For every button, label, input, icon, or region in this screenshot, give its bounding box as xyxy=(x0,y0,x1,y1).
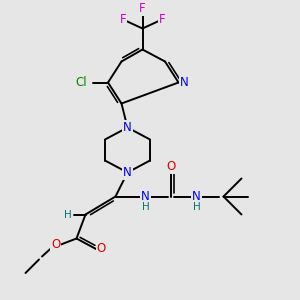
Text: H: H xyxy=(64,209,71,220)
Text: O: O xyxy=(97,242,106,256)
Text: N: N xyxy=(141,190,150,203)
Text: F: F xyxy=(120,13,126,26)
Text: F: F xyxy=(159,13,165,26)
Text: Cl: Cl xyxy=(75,76,87,89)
Text: H: H xyxy=(142,202,149,212)
Text: N: N xyxy=(192,190,201,203)
Text: O: O xyxy=(51,238,60,251)
Text: N: N xyxy=(123,166,132,179)
Text: F: F xyxy=(139,2,146,16)
Text: H: H xyxy=(193,202,200,212)
Text: N: N xyxy=(179,76,188,89)
Text: O: O xyxy=(167,160,176,173)
Text: N: N xyxy=(123,121,132,134)
